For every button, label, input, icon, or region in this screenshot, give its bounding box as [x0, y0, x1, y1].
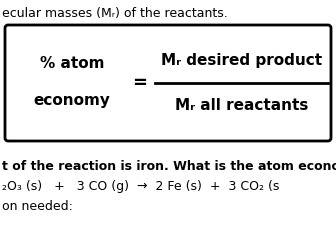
- Text: Mᵣ desired product: Mᵣ desired product: [161, 53, 322, 69]
- Text: =: =: [132, 74, 148, 92]
- Text: economy: economy: [34, 93, 111, 109]
- Text: ₂O₃ (s)   +   3 CO (g)  →  2 Fe (s)  +  3 CO₂ (s: ₂O₃ (s) + 3 CO (g) → 2 Fe (s) + 3 CO₂ (s: [2, 180, 279, 193]
- FancyBboxPatch shape: [5, 25, 331, 141]
- Text: on needed:: on needed:: [2, 200, 73, 213]
- Text: % atom: % atom: [40, 55, 104, 71]
- Text: ecular masses (Mᵣ) of the reactants.: ecular masses (Mᵣ) of the reactants.: [2, 7, 228, 20]
- Text: t of the reaction is iron. What is the atom economy: t of the reaction is iron. What is the a…: [2, 160, 336, 173]
- Text: Mᵣ all reactants: Mᵣ all reactants: [175, 98, 308, 112]
